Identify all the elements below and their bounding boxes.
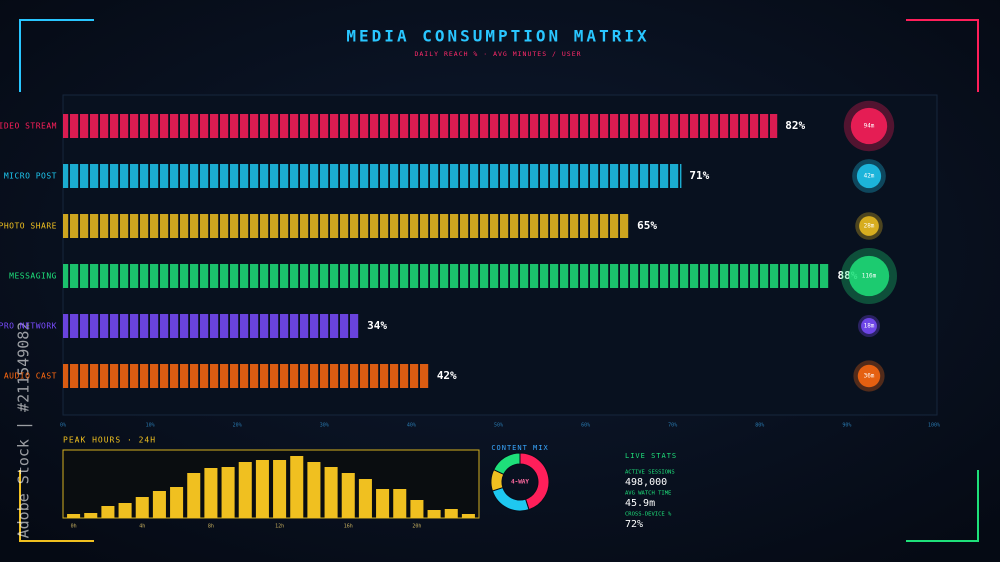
bar-panel [62, 94, 938, 416]
x-tick-label: 70% [668, 423, 677, 429]
bubble-label: 42m [864, 173, 875, 180]
hour-bar [152, 491, 166, 518]
bubble-label: 28m [864, 223, 875, 230]
bar [63, 264, 830, 288]
watermark: Adobe Stock | #211549082 [15, 322, 33, 539]
value-label: 71% [689, 169, 709, 182]
category-label: MICRO POST [4, 172, 57, 181]
bar [63, 314, 360, 338]
value-label: 34% [367, 319, 387, 332]
bar [63, 214, 630, 238]
hour-bar [461, 514, 475, 518]
x-tick-label: 50% [494, 423, 503, 429]
bars [63, 114, 830, 388]
hour-bar [238, 462, 252, 518]
value-label: 65% [637, 219, 657, 232]
x-tick-label: 60% [581, 423, 590, 429]
hour-bar [170, 487, 184, 518]
x-tick-label: 0% [60, 423, 66, 429]
hour-bar [427, 510, 441, 518]
corner-brackets [19, 19, 979, 542]
x-tick-label: 12h [275, 524, 284, 530]
bubble [857, 364, 881, 388]
donut-title: CONTENT MIX [491, 444, 548, 452]
bubble-label: 18m [864, 323, 875, 330]
value-label: 82% [785, 119, 805, 132]
hour-bar [307, 462, 321, 518]
donut-segment [493, 452, 521, 476]
hour-bar [84, 513, 98, 518]
hour-bar [135, 497, 149, 518]
bubble [861, 318, 877, 334]
bubble [859, 216, 879, 236]
hour-bar [393, 489, 407, 518]
hour-bar [221, 467, 235, 518]
hour-bar [376, 489, 390, 518]
x-tick-label: 90% [842, 423, 851, 429]
hour-bar [67, 514, 81, 518]
x-tick-label: 16h [344, 524, 353, 530]
hour-bar [187, 473, 201, 518]
bubble-label: 36m [864, 373, 875, 380]
bar [63, 164, 682, 188]
x-tick-label: 30% [320, 423, 329, 429]
category-label: AUDIO CAST [4, 372, 57, 381]
hour-bar [118, 503, 132, 518]
chart-title: MEDIA CONSUMPTION MATRIX [346, 27, 649, 46]
value-label: 42% [437, 369, 457, 382]
category-label: PHOTO SHARE [0, 222, 57, 231]
x-tick-label: 10% [146, 423, 155, 429]
x-tick-label: 100% [928, 423, 940, 429]
hour-bar [358, 479, 372, 518]
hour-bar [324, 467, 338, 518]
bubble [850, 107, 888, 145]
stat-value: 45.9m [625, 498, 655, 509]
hour-bar [204, 468, 218, 518]
hours-title: PEAK HOURS · 24H [63, 436, 156, 445]
hour-bar [410, 500, 424, 518]
bubble-label: 94m [864, 123, 875, 130]
stat-label: ACTIVE SESSIONS [625, 470, 675, 476]
chart-subtitle: DAILY REACH % · AVG MINUTES / USER [414, 50, 581, 58]
stat-label: CROSS-DEVICE % [625, 512, 672, 518]
hour-bar [444, 509, 458, 518]
x-tick-label: 80% [755, 423, 764, 429]
bubble-label: 116m [862, 273, 877, 280]
hour-bar [341, 473, 355, 518]
hours-panel [62, 449, 480, 519]
x-tick-label: 0h [71, 524, 77, 530]
hour-bar [255, 460, 269, 518]
stat-value: 72% [625, 519, 643, 530]
live-stats-title: LIVE STATS [625, 452, 677, 460]
hour-bar [101, 506, 115, 518]
category-label: PRO NETWORK [0, 322, 57, 331]
bubble [848, 255, 890, 297]
x-tick-label: 8h [208, 524, 214, 530]
bubble [856, 163, 882, 189]
category-label: MESSAGING [9, 272, 57, 281]
donut-center-label: 4-WAY [511, 479, 529, 486]
bar [63, 114, 778, 138]
stat-label: AVG WATCH TIME [625, 491, 671, 497]
hour-bar [290, 456, 304, 518]
category-label: VIDEO STREAM [0, 122, 57, 131]
x-tick-label: 20% [233, 423, 242, 429]
x-tick-label: 4h [139, 524, 145, 530]
bar [63, 364, 429, 388]
x-tick-label: 40% [407, 423, 416, 429]
x-tick-label: 20h [412, 524, 421, 530]
hour-bar [273, 460, 287, 518]
stat-value: 498,000 [625, 477, 667, 488]
